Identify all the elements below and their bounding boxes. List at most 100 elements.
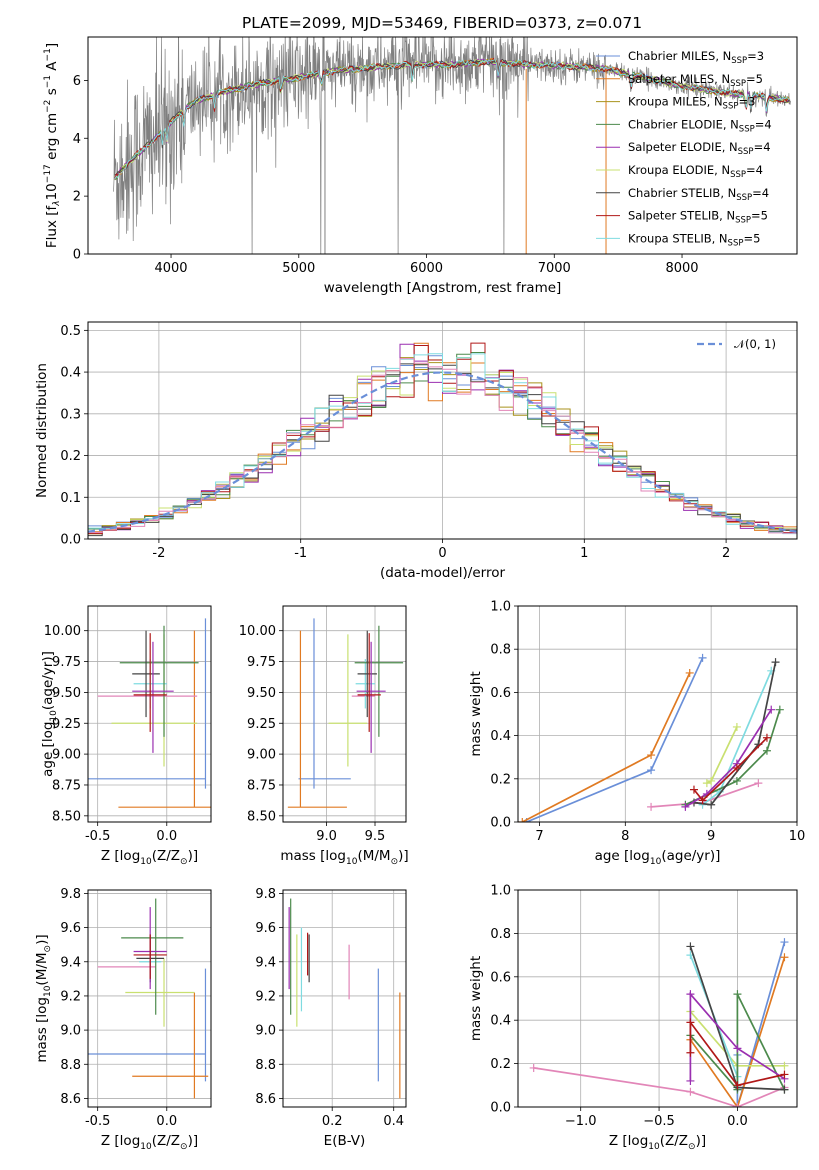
weight-marker (686, 1076, 695, 1085)
x-tick-label: 9 (707, 829, 715, 844)
axes-frame (87, 605, 212, 823)
weight-marker (762, 746, 771, 755)
legend-entry: Chabrier STELIB, NSSP=4 (628, 186, 769, 203)
weight-marker (681, 802, 690, 811)
y-tick-label: 1.0 (490, 884, 511, 899)
axes-frame (87, 36, 798, 255)
weight-marker (685, 668, 694, 677)
observed-spectrum (113, 37, 791, 254)
plot-area (529, 938, 789, 1107)
x-tick-label: 0.2 (322, 1114, 343, 1129)
plot-area (113, 37, 791, 254)
legend-entry: Salpeter MILES, NSSP=5 (628, 72, 763, 89)
y-tick-label: 9.00 (247, 748, 276, 763)
y-tick-label: 9.8 (255, 887, 276, 902)
y-tick-label: 8.6 (255, 1092, 276, 1107)
y-tick-label: 8.75 (247, 778, 276, 793)
x-tick-label: 2 (722, 546, 730, 561)
y-tick-label: 9.75 (247, 655, 276, 670)
y-tick-label: 0.2 (490, 772, 511, 787)
plot-area (88, 898, 209, 1099)
weight-marker (780, 938, 789, 947)
weight-marker (698, 653, 707, 662)
y-tick-label: 0.4 (490, 1014, 511, 1029)
panel-mass-vs-ebv: 0.2 0.4 8.6 8.8 9.0 9.2 9.4 9.6 9.8 E(B-V) (255, 887, 407, 1149)
x-axis-label: Z [log10(Z/Z⊙)] (101, 1133, 198, 1152)
grid (283, 890, 406, 1107)
weight-marker (780, 953, 789, 962)
x-axis-label: age [log10(age/yr)] (595, 848, 721, 867)
legend-entry: 𝒩(0, 1) (734, 337, 776, 351)
y-tick-label: 0.0 (60, 533, 81, 548)
weight-line (689, 1019, 785, 1087)
y-tick-label: 9.50 (247, 686, 276, 701)
weight-line (693, 737, 768, 802)
grid (88, 606, 211, 822)
weight-marker (780, 1061, 789, 1070)
y-tick-label: 9.0 (60, 1024, 81, 1039)
x-axis-label: E(B-V) (324, 1133, 366, 1149)
y-tick-label: 9.6 (255, 921, 276, 936)
y-tick-label: 8.50 (247, 809, 276, 824)
y-axis-label: age [log10(age/yr)] (40, 651, 59, 777)
axes-frame (517, 889, 798, 1108)
weight-marker (733, 990, 742, 999)
histogram-kroupa-stelib (88, 353, 797, 535)
weight-marker (686, 1048, 695, 1057)
axes-frame (87, 889, 212, 1108)
model-spectrum-kroupa-stelib (114, 59, 790, 179)
axes-frame (517, 605, 798, 823)
x-tick-label: 5000 (282, 261, 315, 276)
y-tick-label: 0.4 (490, 729, 511, 744)
panel-age-vs-Z: -0.5 0.0 8.50 8.75 9.00 9.25 9.50 9.75 10.00 Z [l… (40, 605, 212, 867)
weight-line (689, 957, 786, 1107)
legend-entry: Salpeter ELODIE, NSSP=4 (628, 140, 771, 157)
x-axis-label: Z [log10(Z/Z⊙)] (609, 1133, 706, 1152)
weight-marker (686, 990, 695, 999)
weight-marker (647, 802, 656, 811)
y-tick-label: 8.75 (52, 778, 81, 793)
plot-area (518, 653, 784, 822)
y-tick-label: 9.75 (52, 655, 81, 670)
weight-marker (686, 942, 695, 951)
weight-marker (767, 705, 776, 714)
y-tick-label: 9.6 (60, 921, 81, 936)
panel-age-vs-mass: 9.0 9.5 8.50 8.75 9.00 9.25 9.50 9.75 10.00 mass … (239, 605, 409, 867)
weight-marker (647, 751, 656, 760)
x-tick-label: 7000 (538, 261, 571, 276)
y-axis-label: mass weight (468, 671, 484, 756)
x-tick-label: -1 (294, 546, 307, 561)
weight-marker (518, 818, 527, 822)
plot-area (288, 898, 401, 1099)
y-tick-label: 8.8 (60, 1058, 81, 1073)
weight-marker (733, 1081, 742, 1090)
panel-weight-vs-age: 7 8 9 10 0.0 0.2 0.4 0.6 0.8 1.0 age [log10(age/yr… (468, 600, 805, 868)
panel-residuals: -2 -1 0 1 2 0.0 0.1 0.2 0.3 0.4 0.5 (data-model)/er… (34, 321, 798, 581)
y-tick-label: 10.00 (44, 624, 81, 639)
weight-marker (689, 785, 698, 794)
plot-area (88, 342, 797, 537)
y-tick-label: 6 (73, 74, 81, 89)
y-tick-label: 9.00 (52, 748, 81, 763)
weight-marker (762, 733, 771, 742)
legend-entry: Kroupa STELIB, NSSP=5 (628, 231, 760, 248)
y-tick-label: 9.25 (247, 717, 276, 732)
x-tick-label: 1 (580, 546, 588, 561)
weight-marker (707, 800, 716, 809)
legend-entry: Kroupa ELODIE, NSSP=4 (628, 163, 763, 180)
x-tick-label: 0 (438, 546, 446, 561)
weight-line (689, 993, 786, 1092)
x-tick-label: -2 (152, 546, 165, 561)
x-tick-label: 0.4 (383, 1114, 404, 1129)
weight-marker (775, 705, 784, 714)
x-tick-label: -0.5 (85, 829, 110, 844)
x-tick-label: -0.5 (85, 1114, 110, 1129)
x-axis-label: (data-model)/error (380, 565, 506, 581)
weight-marker (754, 779, 763, 788)
weight-marker (780, 1070, 789, 1079)
weight-marker (780, 1085, 789, 1094)
plot-area (287, 618, 404, 808)
axes-frame (282, 605, 407, 823)
y-tick-label: 9.2 (255, 989, 276, 1004)
x-tick-label: 0.0 (156, 1114, 177, 1129)
